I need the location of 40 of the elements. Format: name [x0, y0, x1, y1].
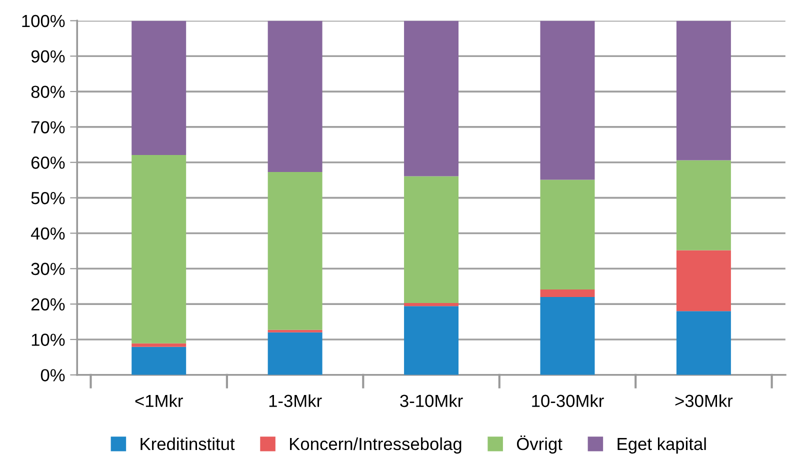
- bar: [540, 290, 595, 297]
- legend-label: Eget kapital: [618, 437, 706, 454]
- y-tick-label: 60%: [31, 156, 65, 169]
- y-tick-label: 50%: [31, 192, 65, 204]
- y-tick-label: 80%: [31, 86, 65, 98]
- y-tick-label: 100%: [22, 14, 65, 28]
- y-tick-label: 30%: [31, 262, 65, 276]
- bar: [268, 332, 322, 375]
- bar: [132, 20, 186, 155]
- y-tick-label: 90%: [31, 50, 65, 63]
- bar: [268, 20, 322, 172]
- bar: [132, 154, 186, 344]
- legend-label: Kreditinstitut: [140, 437, 235, 450]
- y-tick-label: 40%: [30, 227, 65, 240]
- bar: [676, 20, 731, 160]
- x-tick-label: >30Mkr: [675, 394, 733, 408]
- y-tick-label: 20%: [31, 298, 65, 311]
- bar: [676, 250, 731, 312]
- x-tick-label: 1-3Mkr: [269, 394, 322, 408]
- bar: [268, 172, 322, 330]
- bar: [540, 180, 595, 290]
- bar: [404, 176, 459, 303]
- y-tick-label: 10%: [32, 334, 65, 346]
- bar: [404, 306, 459, 375]
- bar: [404, 302, 459, 306]
- bar: [676, 160, 731, 250]
- x-tick-label: 10-30Mkr: [532, 394, 604, 408]
- bar: [268, 330, 322, 332]
- bar: [676, 311, 731, 375]
- legend-label: Övrigt: [516, 435, 562, 454]
- bar: [132, 343, 186, 347]
- bar: [540, 296, 595, 375]
- x-tick-label: 3-10Mkr: [400, 394, 463, 408]
- y-tick-label: 70%: [31, 121, 65, 134]
- bar: [132, 346, 186, 375]
- legend-label: Koncern/Intressebolag: [290, 437, 462, 454]
- x-tick-label: <1Mkr: [135, 394, 183, 407]
- y-tick-label: 0%: [40, 369, 65, 382]
- bar: [404, 20, 459, 176]
- bar: [540, 20, 595, 180]
